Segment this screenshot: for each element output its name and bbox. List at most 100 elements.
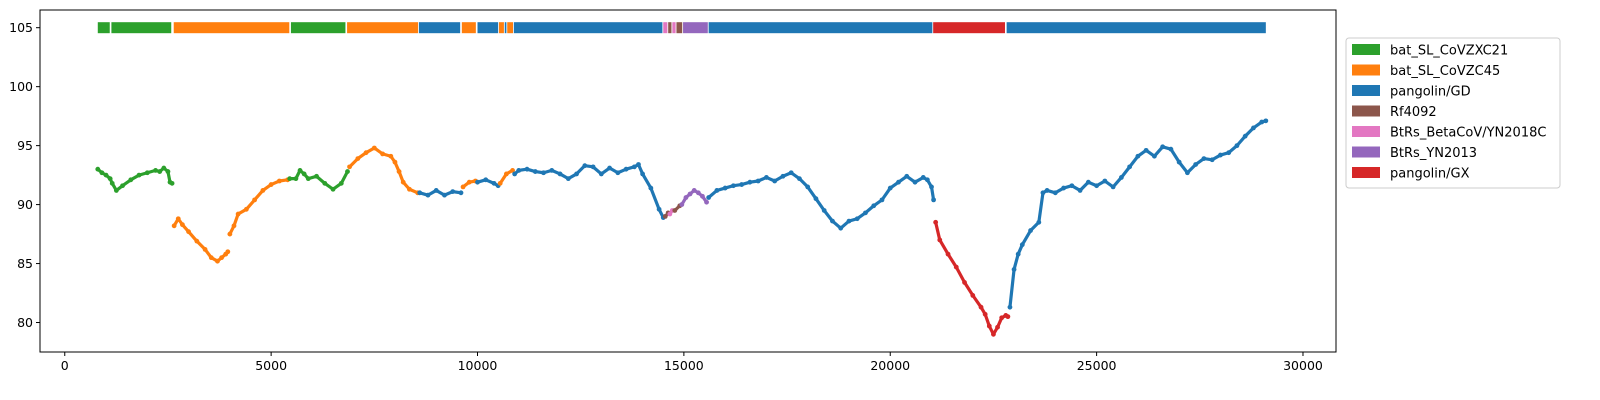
- y-tick-label: 85: [17, 256, 33, 271]
- similarity-point: [243, 206, 249, 212]
- similarity-point: [1007, 304, 1013, 310]
- similarity-point: [314, 173, 319, 179]
- x-tick-label: 5000: [255, 358, 287, 373]
- similarity-point: [322, 180, 328, 186]
- similarity-point: [945, 251, 951, 257]
- plot-frame: [39, 9, 1337, 353]
- similarity-point: [235, 211, 241, 217]
- similarity-trace: [934, 220, 1010, 336]
- similarity-point: [691, 188, 697, 193]
- legend-swatch: [1352, 44, 1380, 55]
- similarity-trace: [228, 178, 290, 236]
- similarity-point: [293, 176, 299, 182]
- similarity-point: [503, 171, 509, 177]
- similarity-point: [636, 162, 641, 167]
- similarity-point: [896, 179, 901, 185]
- band-segment: [498, 22, 504, 34]
- similarity-point: [1151, 153, 1157, 159]
- similarity-point: [1193, 162, 1199, 167]
- similarity-point: [687, 191, 693, 197]
- similarity-point: [1036, 219, 1042, 225]
- similarity-point: [1143, 147, 1149, 153]
- band-segment: [513, 22, 663, 34]
- similarity-point: [1234, 143, 1240, 149]
- similarity-point: [788, 170, 794, 176]
- band-segment: [933, 22, 1005, 34]
- similarity-point: [1176, 159, 1182, 165]
- similarity-point: [722, 185, 728, 191]
- similarity-point: [805, 184, 811, 190]
- similarity-point: [662, 213, 668, 219]
- similarity-point: [442, 192, 447, 198]
- similarity-point: [672, 208, 678, 213]
- similarity-point: [970, 292, 976, 298]
- band-segment: [461, 22, 476, 34]
- similarity-point: [179, 222, 185, 228]
- legend-swatch: [1352, 146, 1380, 158]
- similarity-point: [136, 172, 142, 178]
- similarity-point: [929, 184, 934, 190]
- similarity-point: [838, 225, 844, 231]
- y-tick-label: 105: [9, 20, 33, 35]
- similarity-point: [396, 169, 402, 174]
- y-tick-label: 80: [17, 315, 33, 330]
- similarity-point: [355, 156, 361, 161]
- similarity-point: [330, 186, 336, 192]
- similarity-point: [491, 180, 497, 186]
- similarity-point: [1218, 152, 1223, 158]
- legend-box: [1345, 37, 1561, 189]
- similarity-point: [648, 185, 654, 191]
- similarity-point: [797, 176, 802, 182]
- similarity-point: [225, 249, 231, 255]
- band-segment: [347, 22, 419, 34]
- similarity-point: [1077, 188, 1083, 193]
- legend-label: pangolin/GD: [1390, 85, 1471, 100]
- similarity-point: [1259, 119, 1265, 125]
- similarity-point: [574, 171, 579, 177]
- similarity-point: [920, 175, 926, 180]
- similarity-point: [541, 170, 546, 176]
- similarity-point: [113, 188, 119, 193]
- similarity-point: [854, 216, 860, 222]
- similarity-point: [120, 183, 125, 189]
- similarity-point: [978, 304, 984, 310]
- similarity-point: [700, 193, 705, 199]
- similarity-point: [301, 171, 307, 177]
- similarity-point: [227, 231, 233, 237]
- similarity-point: [764, 175, 769, 180]
- x-tick-label: 10000: [458, 358, 498, 373]
- similarity-point: [679, 202, 685, 207]
- band-segment: [683, 22, 708, 34]
- similarity-point: [772, 178, 778, 184]
- similarity-point: [582, 163, 588, 169]
- similarity-point: [1028, 228, 1033, 233]
- similarity-point: [400, 179, 406, 185]
- band-segment: [97, 22, 110, 34]
- similarity-point: [714, 188, 720, 193]
- similarity-point: [1185, 170, 1190, 176]
- similarity-point: [704, 199, 709, 205]
- similarity-point: [1061, 185, 1066, 191]
- similarity-point: [995, 324, 1000, 330]
- similarity-point: [982, 311, 988, 317]
- similarity-point: [466, 179, 472, 185]
- similarity-point: [962, 280, 967, 285]
- similarity-point: [95, 166, 101, 172]
- similarity-point: [747, 179, 753, 185]
- similarity-point: [999, 315, 1005, 321]
- legend: bat_SL_CoVZXC21 bat_SL_CoVZC45 pangolin/GD…: [1345, 37, 1561, 189]
- similarity-point: [912, 179, 918, 185]
- similarity-point: [512, 171, 518, 177]
- similarity-point: [388, 153, 394, 159]
- points-layer: [95, 118, 1269, 337]
- similarity-point: [755, 178, 761, 184]
- similarity-point: [194, 238, 200, 244]
- similarity-point: [1127, 164, 1133, 170]
- similarity-point: [706, 195, 712, 200]
- band-segment: [111, 22, 172, 34]
- similarity-point: [510, 167, 515, 173]
- similarity-point: [565, 176, 571, 182]
- y-axis: 80 85 90 95 100 105: [9, 20, 40, 330]
- similarity-trace: [96, 166, 174, 193]
